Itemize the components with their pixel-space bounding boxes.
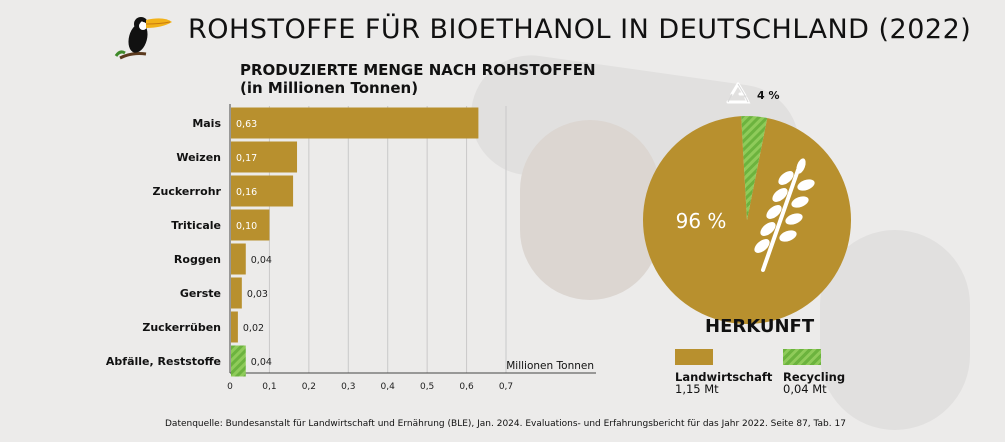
bar — [231, 107, 479, 139]
chart-subtitle-line1: PRODUZIERTE MENGE NACH ROHSTOFFEN — [240, 61, 596, 79]
x-tick-label: 0,1 — [262, 382, 276, 392]
pie-label-landwirtschaft: 96 % — [676, 209, 727, 233]
bar-value-label: 0,04 — [251, 255, 272, 266]
x-axis-label: Millionen Tonnen — [506, 360, 594, 372]
recycle-icon — [726, 82, 751, 104]
category-label: Abfälle, Reststoffe — [106, 355, 221, 368]
legend-value-recycling: 0,04 Mt — [783, 382, 827, 396]
category-label: Zuckerrohr — [153, 185, 222, 198]
legend-value-landwirtschaft: 1,15 Mt — [675, 382, 719, 396]
bar-value-label: 0,02 — [243, 323, 264, 334]
x-tick-label: 0,2 — [302, 382, 316, 392]
x-tick-label: 0,6 — [459, 382, 474, 392]
category-label: Weizen — [176, 151, 221, 164]
bar-value-label: 0,16 — [236, 187, 257, 198]
pie-label-recycling: 4 % — [757, 89, 780, 102]
bar-value-label: 0,10 — [236, 221, 257, 232]
category-label: Triticale — [171, 219, 221, 232]
bar — [231, 277, 242, 309]
background-hose — [820, 230, 970, 430]
bar-value-label: 0,03 — [247, 289, 268, 300]
bar-value-label: 0,04 — [251, 357, 272, 368]
legend-label-landwirtschaft: Landwirtschaft — [675, 370, 773, 384]
legend-swatch-recycling — [783, 349, 821, 365]
background-hand — [520, 120, 660, 300]
bar — [231, 345, 246, 377]
bar — [231, 209, 270, 241]
legend-label-recycling: Recycling — [783, 370, 846, 384]
bar — [231, 141, 298, 173]
source-note: Datenquelle: Bundesanstalt für Landwirts… — [165, 419, 846, 429]
pie-slice — [741, 116, 768, 220]
x-tick-label: 0 — [227, 382, 233, 392]
x-tick-label: 0,3 — [341, 382, 355, 392]
bar — [231, 311, 238, 343]
category-label: Roggen — [174, 253, 221, 266]
bar — [231, 243, 246, 275]
bar — [231, 175, 294, 207]
chart-subtitle-line2: (in Millionen Tonnen) — [240, 79, 419, 97]
x-tick-label: 0,5 — [420, 382, 434, 392]
bar-value-label: 0,63 — [236, 119, 257, 130]
pie-title: HERKUNFT — [705, 316, 815, 337]
bar-value-label: 0,17 — [236, 153, 257, 164]
legend-swatch-landwirtschaft — [675, 349, 713, 365]
toucan-logo-icon — [114, 17, 172, 60]
category-label: Mais — [192, 117, 221, 130]
category-label: Zuckerrüben — [142, 321, 221, 334]
category-label: Gerste — [180, 287, 221, 300]
page-title: ROHSTOFFE FÜR BIOETHANOL IN DEUTSCHLAND … — [188, 14, 972, 45]
wheat-icon — [754, 158, 815, 272]
x-tick-label: 0,7 — [499, 382, 513, 392]
x-tick-label: 0,4 — [381, 382, 396, 392]
